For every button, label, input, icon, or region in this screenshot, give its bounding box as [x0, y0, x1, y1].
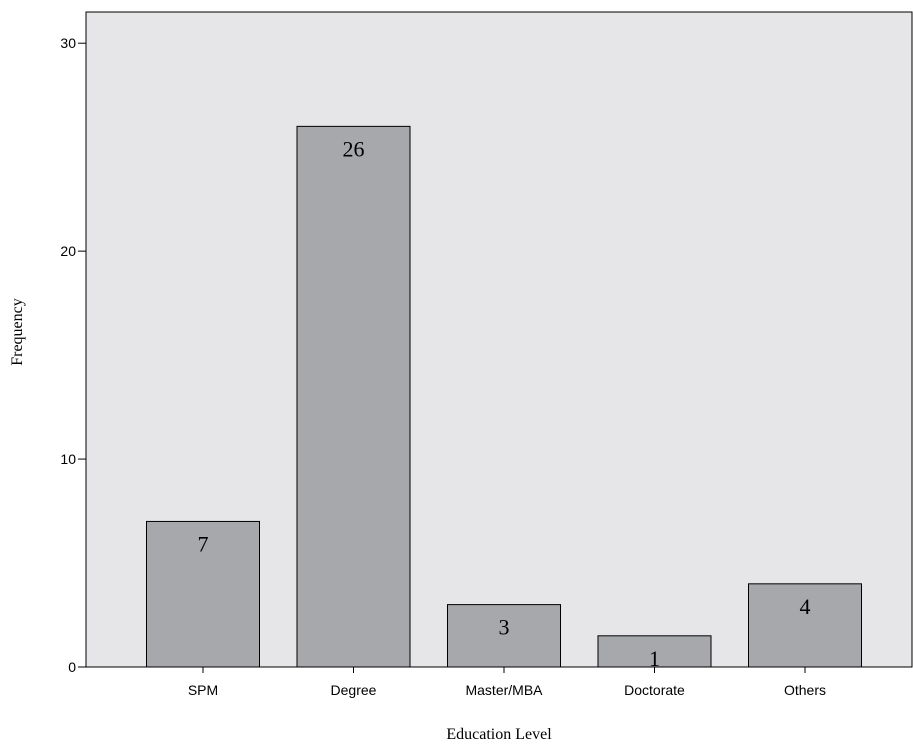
y-tick-label: 30	[60, 35, 76, 51]
x-axis: SPM Degree Master/MBA Doctorate Others	[188, 667, 826, 698]
bar-value-label: 4	[800, 594, 811, 619]
bar	[296, 125, 411, 668]
bar	[447, 604, 561, 668]
y-tick-label: 0	[68, 659, 76, 675]
bar	[597, 635, 712, 668]
bar	[146, 520, 260, 668]
bar	[748, 583, 862, 668]
x-tick-label: SPM	[188, 682, 218, 698]
x-tick-label: Doctorate	[624, 682, 685, 698]
x-tick-label: Degree	[331, 682, 377, 698]
bar-series: 7 26 3 1 4	[146, 125, 862, 671]
x-axis-title: Education Level	[446, 726, 552, 743]
bar-value-label: 7	[198, 531, 209, 556]
y-tick-label: 10	[60, 451, 76, 467]
bar-value-label: 1	[649, 646, 660, 671]
y-tick-label: 20	[60, 243, 76, 259]
bar-value-label: 3	[499, 615, 510, 640]
y-axis: 0 10 20 30	[60, 35, 86, 675]
bar-value-label: 26	[343, 136, 365, 161]
x-tick-label: Master/MBA	[465, 682, 543, 698]
x-tick-label: Others	[784, 682, 826, 698]
y-axis-title: Frequency	[9, 298, 26, 366]
